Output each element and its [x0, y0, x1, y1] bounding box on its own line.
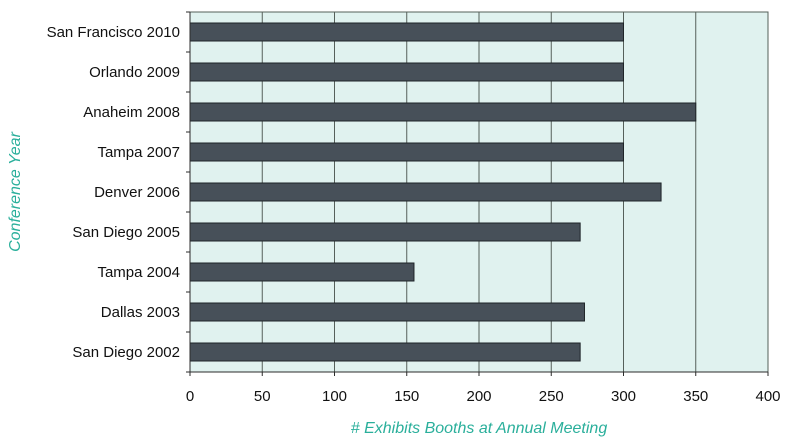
bar	[189, 222, 581, 242]
x-tick-label: 400	[755, 388, 780, 405]
x-tick-label: 250	[539, 388, 564, 405]
x-tick-label: 100	[322, 388, 347, 405]
bar	[189, 22, 624, 42]
y-tick-label: Tampa 2004	[97, 264, 180, 281]
axes	[186, 11, 769, 376]
y-tick-label: San Francisco 2010	[47, 24, 180, 41]
y-tick-label: Dallas 2003	[101, 304, 180, 321]
x-tick-label: 350	[683, 388, 708, 405]
bar	[189, 182, 662, 202]
x-tick-label: 150	[394, 388, 419, 405]
y-tick-label: San Diego 2002	[72, 344, 180, 361]
y-axis-title: Conference Year	[7, 131, 24, 251]
y-tick-label: San Diego 2005	[72, 224, 180, 241]
x-tick-label: 0	[186, 388, 194, 405]
bar	[189, 102, 697, 122]
x-tick-labels: 0 50 100 150 200 250 300 350 400	[186, 388, 781, 405]
x-tick-label: 50	[254, 388, 271, 405]
bar	[189, 262, 415, 282]
bar	[189, 142, 624, 162]
x-axis-title: # Exhibits Booths at Annual Meeting	[351, 420, 608, 437]
y-tick-label: Denver 2006	[94, 184, 180, 201]
bar	[189, 302, 585, 322]
x-tick-label: 200	[466, 388, 491, 405]
y-tick-label: Orlando 2009	[89, 64, 180, 81]
y-tick-labels: San Francisco 2010 Orlando 2009 Anaheim 20…	[47, 24, 180, 361]
bars	[189, 22, 697, 362]
x-tick-label: 300	[611, 388, 636, 405]
bar	[189, 342, 581, 362]
y-tick-label: Tampa 2007	[97, 144, 180, 161]
y-tick-label: Anaheim 2008	[83, 104, 180, 121]
bar	[189, 62, 624, 82]
